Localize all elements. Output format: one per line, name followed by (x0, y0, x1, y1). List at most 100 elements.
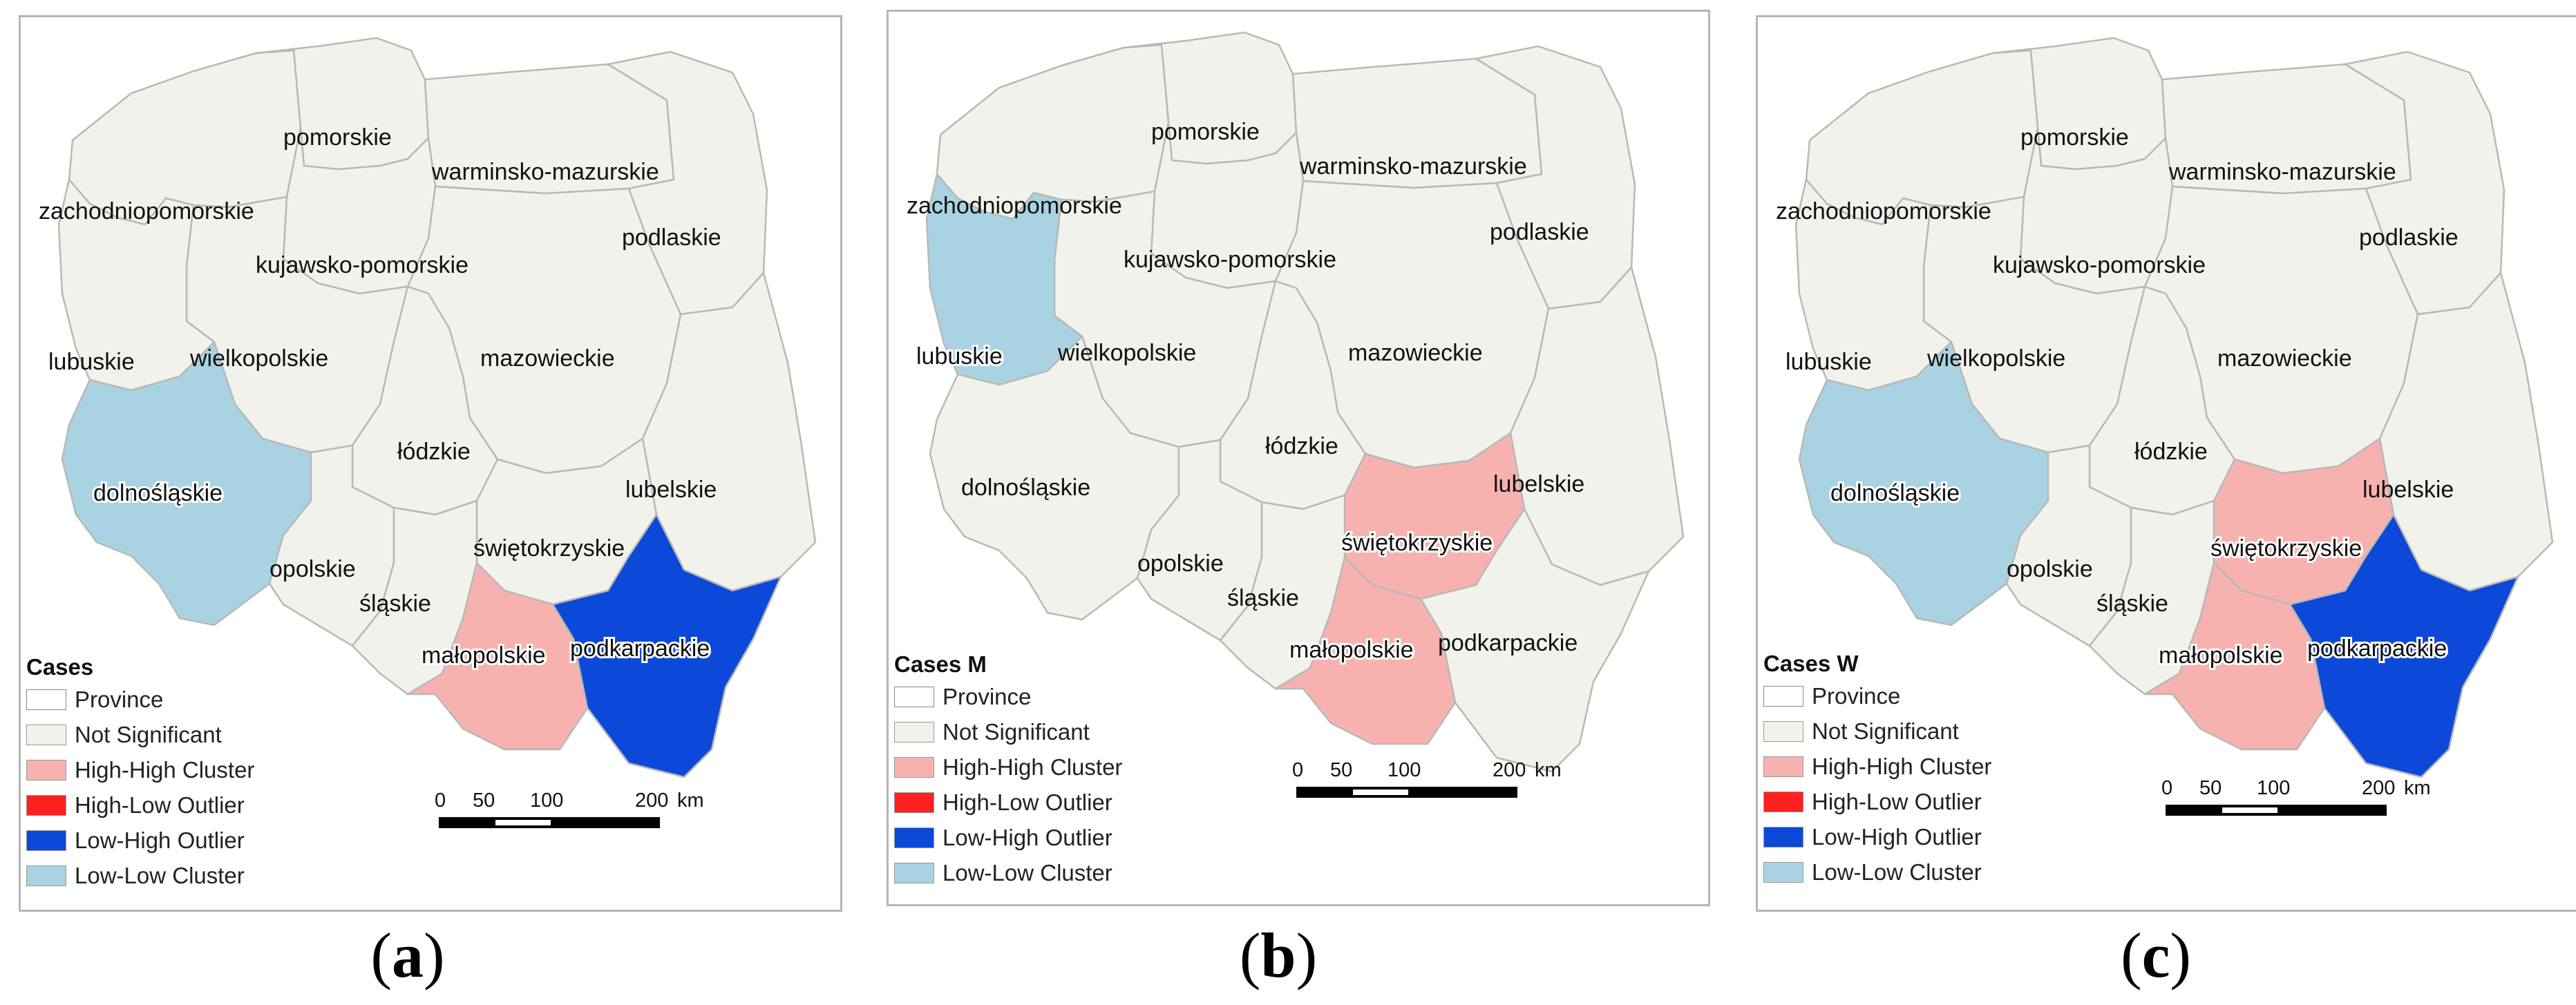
legend-item: Low-High Outlier (26, 823, 254, 858)
province-label: śląskie (1227, 585, 1299, 611)
legend-label: Low-High Outlier (1812, 823, 1982, 850)
legend-item: Low-Low Cluster (894, 855, 1122, 890)
legend-label: Low-Low Cluster (1812, 859, 1982, 885)
province-label: lubuskie (1786, 349, 1872, 375)
legend: Cases Province Not Significant High-High C… (26, 653, 254, 893)
province-label: warminsko-mazurskie (2168, 159, 2396, 185)
legend-swatch (26, 830, 66, 851)
legend: Cases W Province Not Significant High-High… (1763, 649, 1991, 890)
map-panel-c: pomorskie zachodniopomorskie warminsko-maz… (1756, 15, 2576, 912)
province-label: lubuskie (48, 349, 135, 375)
map-panel-b: pomorskie zachodniopomorskie warminsko-maz… (887, 10, 1710, 906)
legend-swatch (26, 794, 66, 816)
province-label: zachodniopomorskie (39, 198, 254, 224)
province-label: dolnośląskie (961, 475, 1090, 501)
legend-swatch (1763, 826, 1803, 848)
province-label: warminsko-mazurskie (431, 159, 659, 185)
province-label: opolskie (1137, 551, 1224, 577)
legend-item: Low-Low Cluster (1763, 854, 1991, 890)
legend-swatch (1763, 720, 1803, 742)
legend-label: Not Significant (943, 718, 1090, 745)
province-label: kujawsko-pomorskie (1124, 247, 1336, 273)
province-region (1794, 178, 1953, 392)
legend-label: Low-High Outlier (943, 824, 1112, 850)
province-region (925, 173, 1083, 386)
scale-segment (495, 820, 551, 825)
scale-tick-label: 200 (2362, 777, 2396, 799)
province-label: opolskie (269, 556, 356, 582)
legend-label: High-High Cluster (75, 756, 255, 783)
scale-tick-label: 0 (2161, 777, 2173, 799)
province-label: opolskie (2007, 556, 2093, 582)
scale-unit: km (677, 789, 704, 812)
province-label: kujawsko-pomorskie (256, 252, 468, 278)
legend-item: High-Low Outlier (1763, 784, 1991, 819)
province-label: świętokrzyskie (473, 535, 625, 562)
legend-label: Low-High Outlier (75, 827, 245, 853)
legend-item: Province (894, 679, 1122, 714)
legend-swatch (26, 689, 66, 710)
panel-caption-b: (b) (1239, 920, 1318, 990)
legend-swatch (1763, 861, 1803, 883)
province-label: wielkopolskie (1926, 345, 2065, 372)
province-label: wielkopolskie (1057, 340, 1196, 366)
province-label: lubuskie (916, 343, 1003, 370)
legend-label: High-Low Outlier (1812, 788, 1982, 814)
legend-item: High-High Cluster (26, 752, 254, 787)
map-panel-a: pomorskie zachodniopomorskie warminsko-maz… (19, 15, 842, 912)
legend-swatch (894, 827, 934, 848)
province-label: zachodniopomorskie (907, 193, 1122, 219)
scale-bar: 0 50 100 200 km (1292, 759, 1562, 807)
legend-title: Cases W (1763, 651, 1859, 676)
poland-map: pomorskie zachodniopomorskie warminsko-maz… (907, 31, 1685, 773)
province-region (1419, 508, 1650, 773)
legend-title: Cases (26, 654, 94, 680)
scale-tick-label: 100 (530, 789, 564, 812)
legend-swatch (894, 686, 934, 707)
legend-label: High-High Cluster (943, 754, 1123, 780)
scale-tick-label: 50 (1330, 759, 1353, 781)
scale-tick-label: 100 (1388, 759, 1421, 781)
province-label: mazowieckie (480, 345, 615, 372)
legend-swatch (894, 721, 934, 743)
province-label: wielkopolskie (189, 345, 328, 372)
legend-item: Province (26, 682, 254, 717)
province-label: kujawsko-pomorskie (1993, 252, 2206, 278)
legend-swatch (894, 792, 934, 813)
province-region (551, 513, 782, 778)
scale-tick-label: 0 (435, 789, 446, 812)
legend-title: Cases M (894, 651, 987, 677)
legend-label: High-Low Outlier (75, 792, 245, 818)
legend-swatch (1763, 791, 1803, 812)
legend-label: Not Significant (1812, 718, 1959, 744)
legend-item: High-High Cluster (1763, 749, 1991, 784)
scale-unit: km (2404, 777, 2431, 799)
scale-tick-label: 100 (2257, 777, 2291, 799)
scale-tick-label: 50 (2199, 777, 2222, 799)
province-region (929, 335, 1180, 621)
scale-tick-label: 200 (1493, 759, 1526, 781)
province-label: dolnośląskie (1830, 480, 1960, 506)
legend-item: Not Significant (26, 717, 254, 752)
province-region (1798, 341, 2049, 626)
province-label: łódzkie (1265, 433, 1338, 459)
province-label: podlaskie (622, 224, 721, 251)
province-label: małopolskie (1289, 637, 1414, 663)
province-label: lubelskie (2362, 477, 2454, 503)
province-label: podkarpackie (570, 635, 710, 662)
scale-segment (1353, 789, 1408, 795)
legend-label: Low-Low Cluster (75, 862, 245, 888)
province-label: małopolskie (422, 642, 546, 669)
province-region (57, 178, 216, 392)
scale-tick-label: 200 (635, 789, 669, 812)
province-label: świętokrzyskie (2210, 535, 2362, 562)
scale-unit: km (1535, 759, 1562, 781)
legend: Cases M Province Not Significant High-High… (894, 650, 1122, 890)
province-label: łódzkie (397, 439, 471, 465)
legend-label: Province (75, 686, 164, 712)
legend-swatch (26, 759, 66, 781)
legend-item: Not Significant (894, 714, 1122, 749)
province-label: pomorskie (283, 124, 392, 151)
province-region (2289, 513, 2519, 778)
poland-map: pomorskie zachodniopomorskie warminsko-maz… (1776, 37, 2554, 778)
